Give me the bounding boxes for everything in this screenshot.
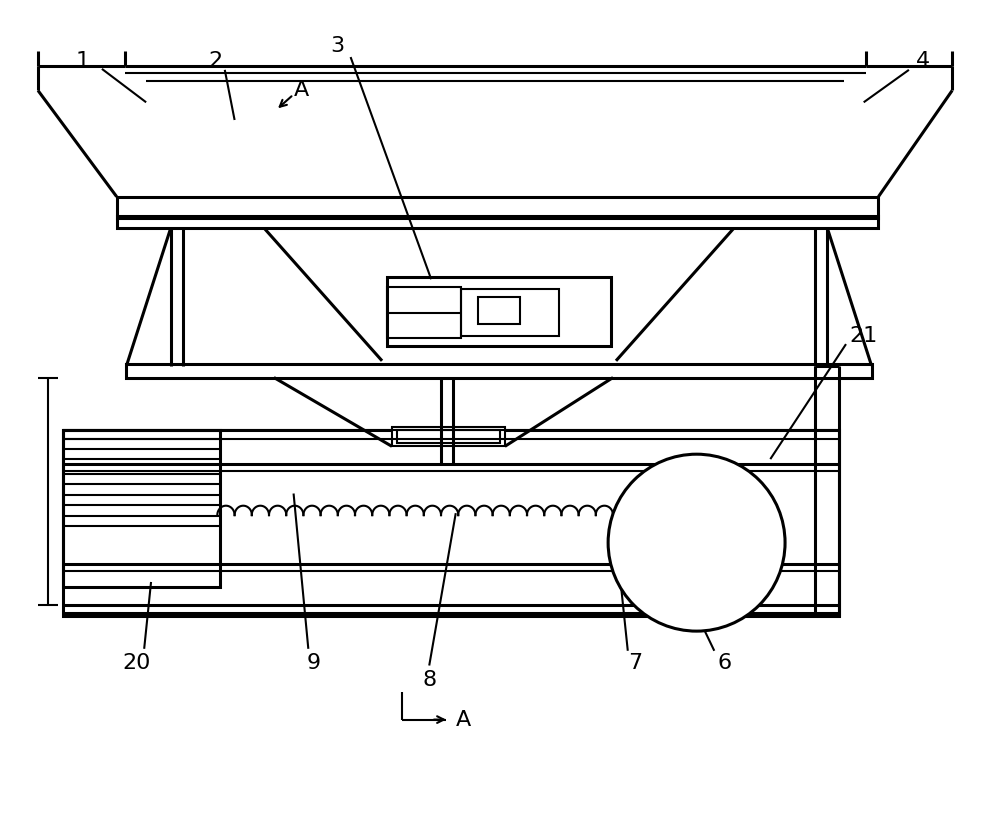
Text: 4: 4 bbox=[916, 51, 930, 71]
Text: 8: 8 bbox=[422, 670, 436, 690]
Text: 7: 7 bbox=[629, 653, 643, 672]
Text: A: A bbox=[456, 710, 471, 729]
Bar bbox=[667, 516, 721, 569]
Bar bbox=[117, 196, 878, 218]
Text: 21: 21 bbox=[850, 326, 878, 346]
Text: 2: 2 bbox=[208, 51, 222, 71]
Text: 9: 9 bbox=[306, 653, 320, 672]
Text: A: A bbox=[294, 81, 309, 100]
Bar bbox=[63, 430, 839, 616]
Bar bbox=[387, 287, 461, 338]
Bar bbox=[387, 277, 611, 346]
Bar bbox=[478, 297, 520, 324]
Text: 1: 1 bbox=[75, 51, 89, 71]
Bar bbox=[669, 518, 719, 567]
Text: 3: 3 bbox=[331, 36, 345, 56]
Circle shape bbox=[608, 454, 785, 631]
Bar bbox=[397, 430, 500, 443]
Bar bbox=[63, 430, 220, 587]
Text: 20: 20 bbox=[122, 653, 150, 672]
Bar bbox=[461, 289, 559, 337]
Bar bbox=[126, 363, 872, 377]
Bar bbox=[117, 216, 878, 228]
Bar bbox=[392, 427, 505, 447]
Text: 6: 6 bbox=[717, 653, 731, 672]
